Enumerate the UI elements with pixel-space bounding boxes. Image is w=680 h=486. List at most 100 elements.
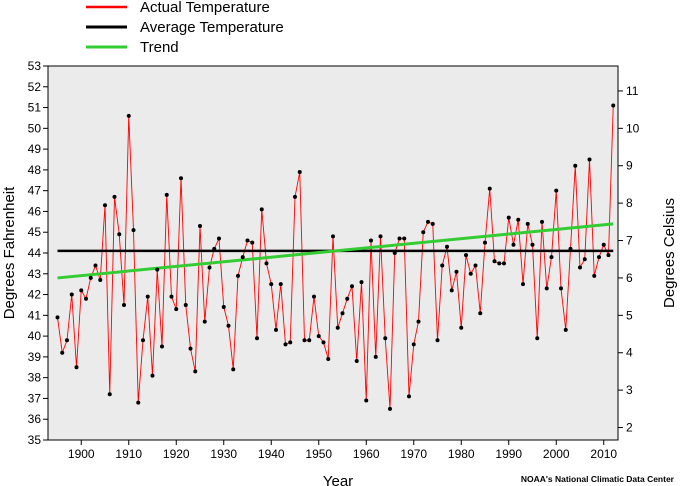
data-point [430,221,435,226]
data-point [502,261,506,266]
data-point [74,365,79,370]
data-point [221,305,226,310]
data-point [293,194,297,199]
data-point [540,219,544,224]
y-left-tick-label: 51 [28,101,42,115]
x-tick-label: 2000 [543,447,570,461]
y-left-tick-label: 48 [28,163,42,177]
data-point [145,294,150,299]
data-point [392,251,397,255]
data-point [402,236,407,241]
data-point [117,232,122,237]
x-tick-label: 1990 [495,447,522,461]
data-point [202,319,207,324]
data-point [155,267,160,272]
data-point [525,221,530,226]
data-point [563,327,568,332]
data-point [212,246,217,251]
data-point [198,223,202,228]
data-point [217,236,221,241]
data-point [283,342,288,347]
x-tick-label: 2010 [590,447,617,461]
data-point [568,246,573,251]
data-point [383,336,388,341]
data-point [521,282,525,287]
data-point [478,311,483,316]
data-point [188,346,193,351]
y-left-tick-label: 47 [28,184,42,198]
data-point [250,240,255,245]
data-point [193,369,198,374]
data-point [416,319,421,324]
data-point [307,338,312,343]
data-point [321,340,326,345]
data-point [468,271,473,276]
x-tick-label: 1930 [210,447,237,461]
data-point [464,253,468,258]
y-right-tick-label: 2 [626,421,633,435]
y-axis-left: 35 36 37 38 39 40 41 42 43 44 45 46 47 48 49 50 51 52 53 [28,59,48,447]
data-point [573,163,578,168]
y-left-tick-label: 45 [28,225,42,239]
data-point [264,261,269,266]
data-point [421,230,426,235]
data-point [492,259,497,264]
data-point [326,356,331,361]
data-point [592,273,597,278]
data-point [60,350,65,355]
data-point [511,242,516,247]
series-line-trend [57,222,614,280]
data-point [597,255,601,260]
y-left-tick-label: 41 [28,308,42,322]
y-left-tick-label: 46 [28,204,42,218]
y-left-tick-label: 37 [28,391,42,405]
data-point [506,215,511,220]
data-point [364,398,369,403]
data-point [440,263,445,268]
x-tick-label: 1960 [353,447,380,461]
y-right-tick-label: 8 [626,196,633,210]
data-point [611,103,616,108]
x-tick-label: 1950 [305,447,332,461]
data-point [131,228,136,233]
y-right-tick-label: 6 [626,271,633,285]
data-point [535,336,540,341]
y-right-tick-label: 11 [626,84,639,98]
data-point [240,255,245,260]
x-tick-label: 1940 [258,447,285,461]
data-point [122,302,126,307]
data-point [601,242,606,247]
x-tick-label: 1980 [448,447,475,461]
data-point [373,354,378,359]
y-left-tick-label: 43 [28,267,42,281]
data-point [340,311,345,316]
data-point [79,288,84,293]
data-point [487,186,492,191]
data-point [107,392,112,397]
x-tick-label: 1910 [115,447,142,461]
plot-series [55,103,616,411]
data-point [278,282,283,287]
data-point [207,265,212,270]
data-point [587,157,592,162]
y-axis-right: 2 3 4 5 6 7 8 9 10 11 [618,84,640,435]
data-point [350,284,354,289]
data-point [126,113,131,118]
data-point [530,242,535,247]
data-point [544,286,549,291]
data-point [411,342,416,347]
legend-entry-average: Average Temperature [86,19,284,36]
data-point [84,296,88,301]
data-point [69,292,74,297]
x-axis: 1900 1910 1920 1930 1940 1950 1960 1970 1980 1990… [68,440,617,461]
y-axis-right-title: Degrees Celsius [661,198,678,308]
data-point [578,265,582,270]
data-point [231,367,236,372]
data-point [274,327,278,332]
data-point [288,340,293,345]
data-point [378,234,383,239]
data-point [445,244,449,249]
y-left-tick-label: 36 [28,412,42,426]
credit-text: NOAA's National Climatic Data Center [521,474,675,484]
